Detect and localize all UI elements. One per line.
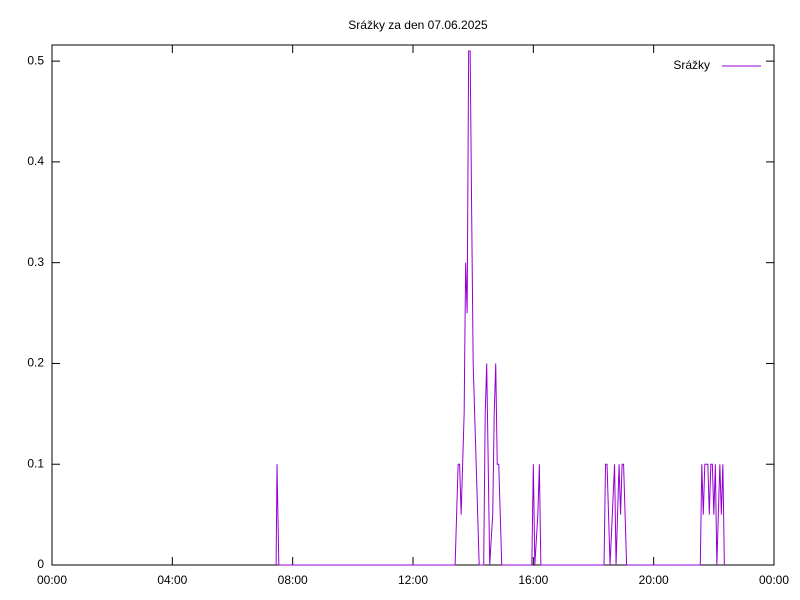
chart-title: Srážky za den 07.06.2025 <box>348 18 488 32</box>
x-tick-label: 12:00 <box>398 573 428 587</box>
data-line <box>275 50 725 566</box>
x-tick-label: 16:00 <box>518 573 548 587</box>
y-tick-label: 0.4 <box>27 154 44 168</box>
y-tick-label: 0.1 <box>27 456 44 470</box>
x-tick-label: 00:00 <box>37 573 67 587</box>
x-tick-label: 04:00 <box>157 573 187 587</box>
y-tick-label: 0.5 <box>27 53 44 67</box>
y-tick-label: 0.2 <box>27 356 44 370</box>
y-tick-label: 0 <box>37 557 44 571</box>
y-tick-label: 0.3 <box>27 255 44 269</box>
legend-label: Srážky <box>673 58 710 72</box>
x-tick-label: 20:00 <box>639 573 669 587</box>
x-tick-label: 08:00 <box>278 573 308 587</box>
x-tick-label: 00:00 <box>759 573 789 587</box>
